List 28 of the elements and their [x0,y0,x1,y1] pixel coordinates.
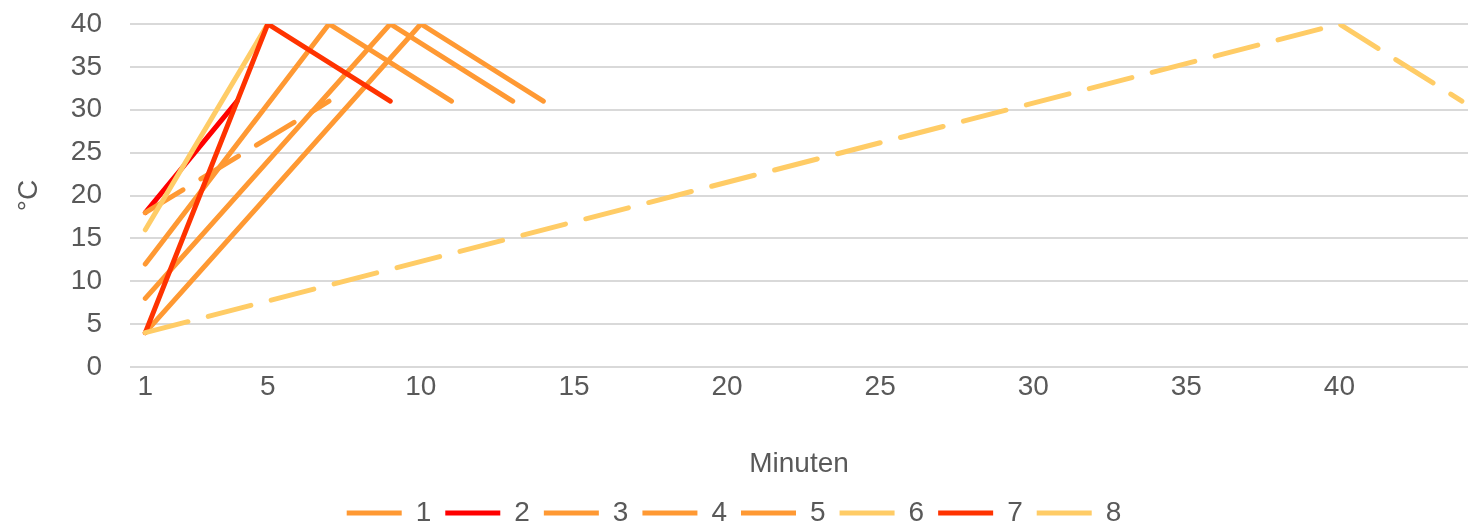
y-tick-label: 15 [70,221,102,253]
legend-label: 6 [908,495,925,527]
y-tick-label: 35 [70,49,102,81]
y-tick-label: 25 [70,135,102,167]
y-tick-label: 5 [86,306,102,338]
legend-label: 1 [415,495,432,527]
legend-label: 8 [1105,495,1122,527]
x-tick-label: 1 [137,369,154,401]
y-tick-label: 30 [70,92,102,124]
x-tick-label: 5 [259,369,276,401]
y-tick-label: 0 [86,349,102,381]
x-tick-label: 20 [711,369,743,401]
x-tick-label: 25 [864,369,896,401]
y-tick-label: 10 [70,263,102,295]
y-tick-label: 40 [70,6,102,38]
legend-label: 7 [1007,495,1023,527]
legend-label: 2 [514,495,530,527]
x-tick-label: 35 [1170,369,1202,401]
legend-label: 4 [711,495,728,527]
legend-label: 3 [612,495,629,527]
y-axis-title: °C [11,179,43,212]
legend-label: 5 [810,495,826,527]
x-tick-label: 10 [405,369,437,401]
x-tick-label: 40 [1323,369,1355,401]
y-tick-label: 20 [70,178,102,210]
x-tick-label: 30 [1017,369,1049,401]
x-tick-label: 15 [558,369,590,401]
x-axis-title: Minuten [749,446,849,478]
